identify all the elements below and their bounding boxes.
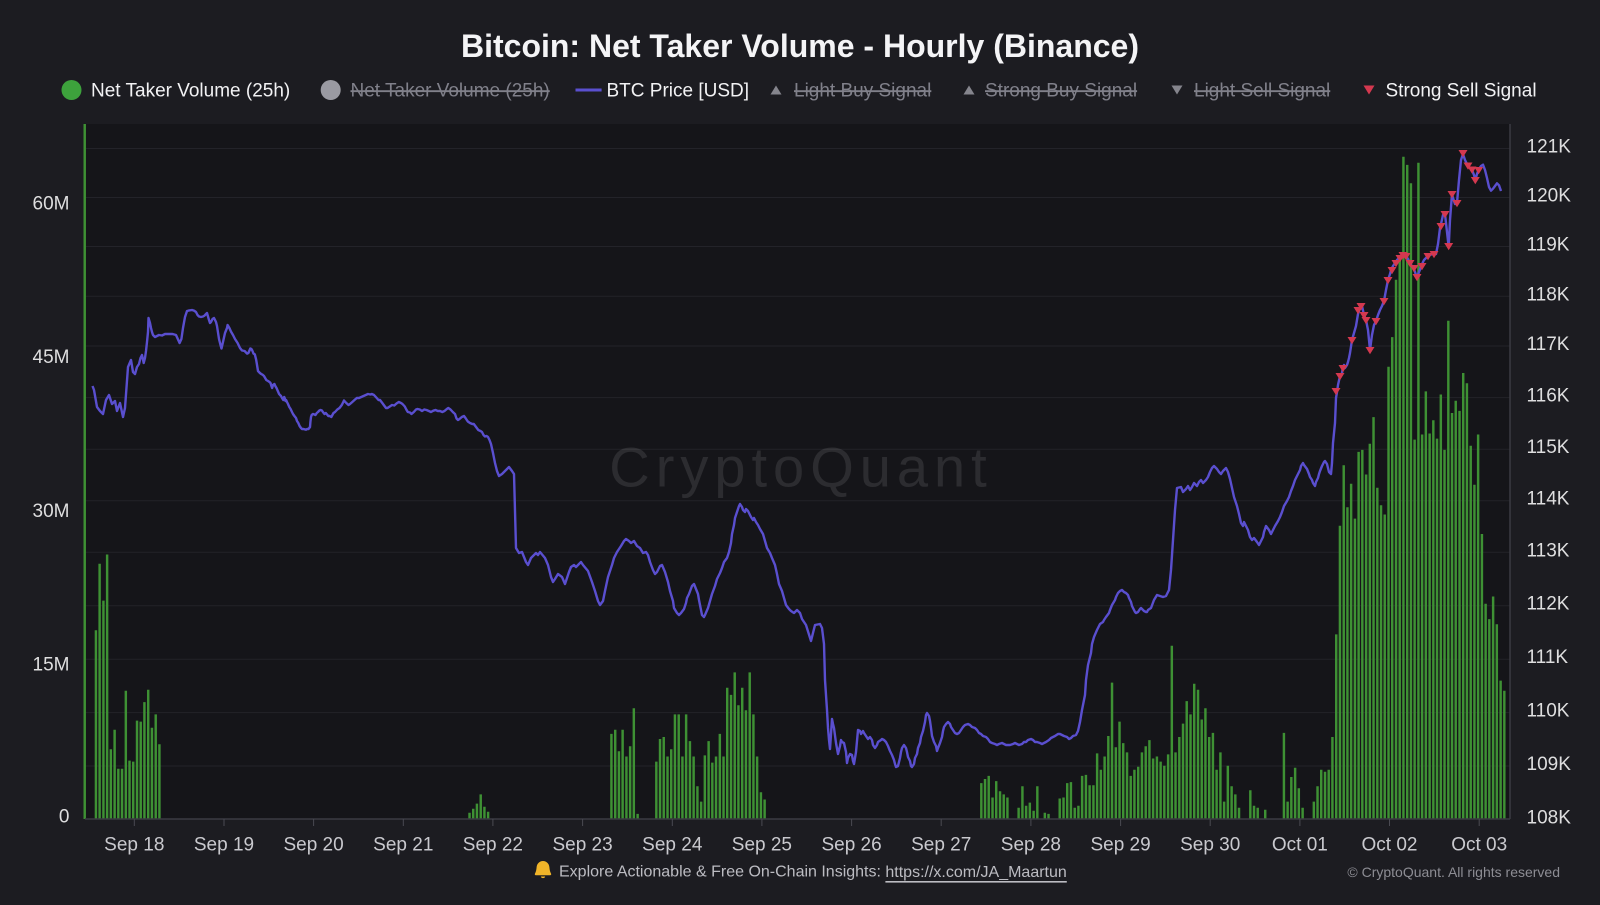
svg-text:Sep 24: Sep 24 [642, 835, 703, 856]
svg-text:Oct 02: Oct 02 [1362, 835, 1418, 856]
svg-text:111K: 111K [1527, 647, 1569, 668]
svg-text:Sep 20: Sep 20 [283, 835, 343, 856]
svg-text:Sep 29: Sep 29 [1090, 835, 1150, 856]
svg-text:BTC Price [USD]: BTC Price [USD] [607, 81, 750, 102]
svg-text:108K: 108K [1527, 808, 1572, 829]
svg-text:114K: 114K [1527, 489, 1570, 510]
svg-text:Sep 19: Sep 19 [194, 835, 254, 856]
svg-text:Sep 21: Sep 21 [373, 835, 433, 856]
svg-text:Net Taker Volume (25h): Net Taker Volume (25h) [351, 81, 550, 102]
svg-text:Sep 27: Sep 27 [911, 835, 971, 856]
svg-text:Light Sell Signal: Light Sell Signal [1194, 81, 1330, 102]
svg-text:Light Buy Signal: Light Buy Signal [794, 81, 931, 102]
svg-text:112K: 112K [1527, 594, 1570, 615]
svg-text:Sep 28: Sep 28 [1001, 835, 1061, 856]
svg-text:60M: 60M [33, 193, 70, 214]
svg-text:Strong Buy Signal: Strong Buy Signal [985, 81, 1137, 102]
svg-text:Explore Actionable & Free On-C: Explore Actionable & Free On-Chain Insig… [559, 864, 1067, 881]
svg-text:113K: 113K [1527, 540, 1570, 561]
svg-text:118K: 118K [1527, 284, 1570, 305]
svg-text:121K: 121K [1527, 137, 1572, 158]
svg-text:Sep 25: Sep 25 [732, 835, 792, 856]
svg-text:15M: 15M [33, 655, 70, 676]
svg-text:Oct 01: Oct 01 [1272, 835, 1328, 856]
svg-text:Sep 23: Sep 23 [552, 835, 612, 856]
svg-text:CryptoQuant: CryptoQuant [609, 436, 993, 499]
svg-text:Sep 30: Sep 30 [1180, 835, 1240, 856]
svg-text:Net Taker Volume (25h): Net Taker Volume (25h) [91, 81, 290, 102]
svg-text:109K: 109K [1527, 754, 1572, 775]
svg-text:116K: 116K [1527, 386, 1570, 407]
svg-text:Oct 03: Oct 03 [1451, 835, 1507, 856]
svg-text:120K: 120K [1527, 186, 1572, 207]
svg-text:30M: 30M [33, 501, 70, 522]
svg-text:45M: 45M [33, 347, 70, 368]
svg-text:Sep 22: Sep 22 [463, 835, 523, 856]
svg-text:115K: 115K [1527, 437, 1570, 458]
svg-text:Sep 18: Sep 18 [104, 835, 164, 856]
svg-text:117K: 117K [1527, 334, 1570, 355]
svg-text:Strong Sell Signal: Strong Sell Signal [1386, 81, 1537, 102]
svg-text:119K: 119K [1527, 235, 1570, 256]
svg-text:© CryptoQuant. All rights rese: © CryptoQuant. All rights reserved [1347, 864, 1560, 880]
svg-text:Bitcoin: Net Taker Volume - Ho: Bitcoin: Net Taker Volume - Hourly (Bina… [461, 28, 1139, 64]
svg-text:0: 0 [59, 807, 70, 828]
svg-text:110K: 110K [1527, 701, 1570, 722]
svg-text:Sep 26: Sep 26 [821, 835, 881, 856]
